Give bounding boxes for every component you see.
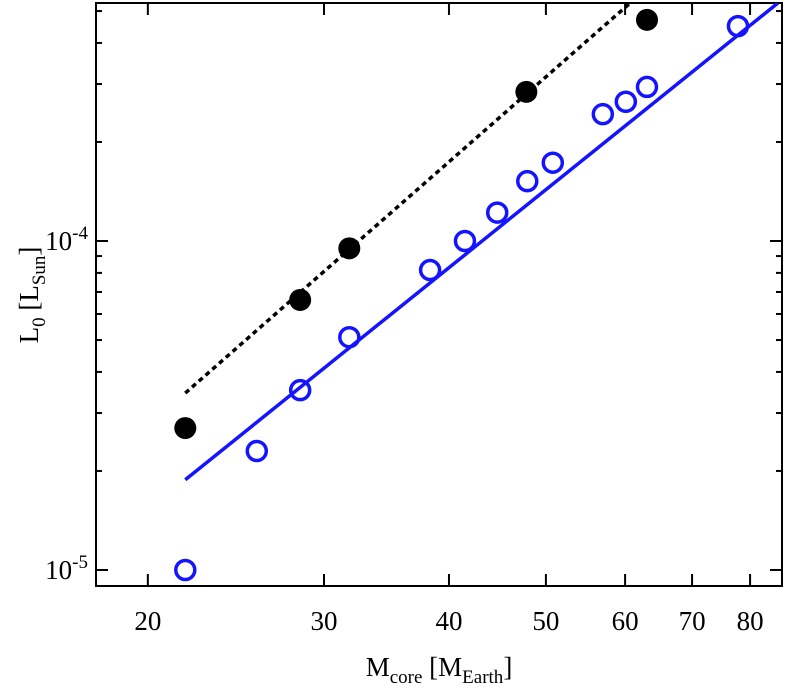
x-tick-label: 20 bbox=[134, 606, 161, 636]
data-point bbox=[338, 325, 361, 349]
data-point bbox=[338, 237, 361, 260]
data-point bbox=[453, 229, 477, 253]
data-point bbox=[418, 258, 442, 282]
y-tick-label: 10-4 bbox=[45, 223, 88, 256]
x-tick-label: 40 bbox=[435, 606, 462, 636]
x-axis-label: Mcore [MEarth] bbox=[366, 652, 513, 688]
fit-line bbox=[184, 3, 780, 482]
plot-frame bbox=[95, 2, 783, 587]
data-point bbox=[635, 75, 659, 99]
y-axis-label: L0 [LSun] bbox=[14, 247, 50, 344]
data-point bbox=[726, 14, 750, 38]
data-point bbox=[614, 90, 638, 114]
data-point bbox=[174, 558, 197, 582]
data-point bbox=[245, 439, 269, 463]
fit-line bbox=[184, 3, 632, 395]
data-point bbox=[515, 80, 538, 103]
x-tick-label: 80 bbox=[737, 606, 764, 636]
data-point bbox=[516, 169, 539, 193]
data-point bbox=[174, 417, 197, 440]
data-point bbox=[635, 8, 658, 31]
data-point bbox=[288, 378, 312, 402]
data-point bbox=[485, 201, 509, 224]
data-point bbox=[591, 102, 615, 126]
x-tick-label: 60 bbox=[612, 606, 639, 636]
plot-area bbox=[184, 3, 780, 482]
data-point bbox=[289, 288, 312, 311]
x-tick-label: 30 bbox=[310, 606, 337, 636]
data-point bbox=[541, 151, 565, 174]
x-tick-label: 70 bbox=[679, 606, 706, 636]
x-tick-label: 50 bbox=[532, 606, 559, 636]
y-tick-label: 10-5 bbox=[45, 552, 88, 585]
